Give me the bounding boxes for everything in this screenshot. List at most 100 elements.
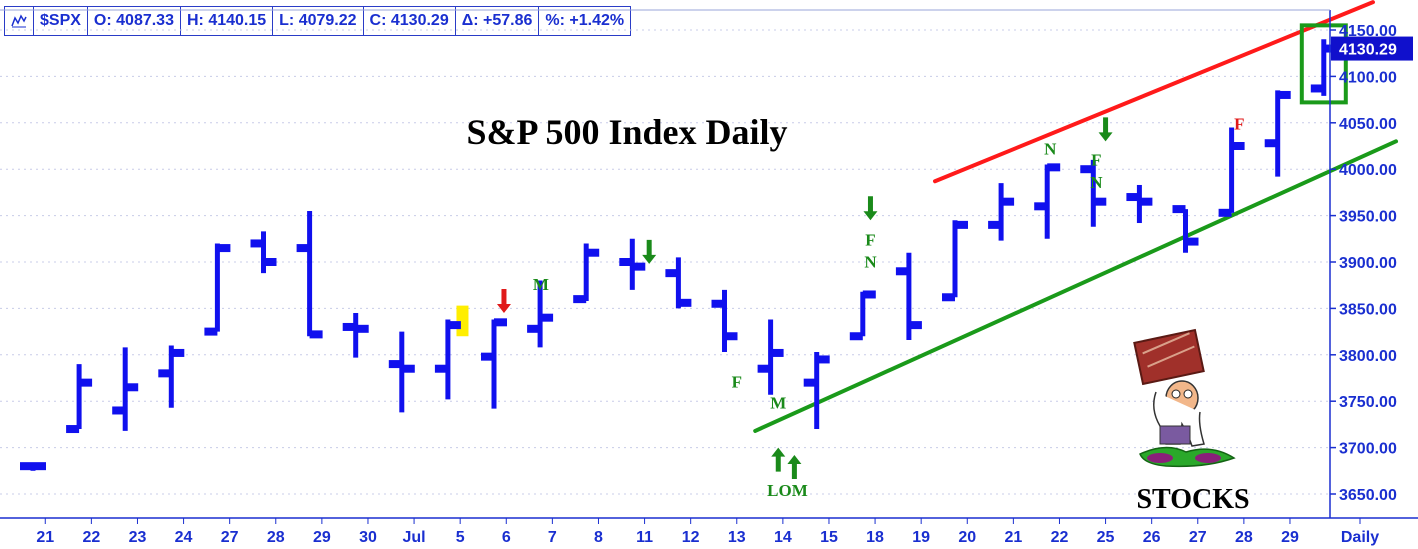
close-value: C: 4130.29 [364,7,456,35]
x-tick-label: 22 [1051,529,1069,546]
arrow-down-icon [496,289,511,314]
x-tick-label: 6 [502,529,511,546]
ohlc-bar [757,319,784,395]
y-tick-label: 3700.00 [1339,441,1397,458]
ohlc-bar [112,347,139,431]
x-tick-label: 28 [1235,529,1253,546]
arrow-up-icon [771,447,786,472]
axis-layer: 3650.00 3700.00 3750.00 3800.00 3850.00 3900.… [0,9,1418,546]
ohlc-bar [204,243,231,336]
x-tick-label: 29 [313,529,331,546]
ohlc-bars-layer [20,23,1348,471]
x-tick-label: Daily [1341,529,1379,546]
last-price-badge [1331,36,1413,61]
x-tick-label: 28 [267,529,285,546]
y-tick-label: 4150.00 [1339,23,1397,40]
y-tick-label: 4050.00 [1339,116,1397,133]
x-tick-label: 21 [36,529,54,546]
ohlc-bar [527,280,554,348]
annotation-label: F [1091,150,1101,169]
x-tick-label: 14 [774,529,792,546]
highlight-marker [456,305,469,337]
ohlc-bar [434,319,461,400]
annotation-label: LOM [767,481,808,500]
symbol-label: $SPX [34,7,88,35]
x-tick-label: 25 [1097,529,1115,546]
annotation-label: N [864,253,877,272]
annotation-label: N [1044,139,1057,158]
x-tick-label: 27 [221,529,239,546]
annotation-label: F [865,230,875,249]
x-tick-label: Jul [403,529,426,546]
ohlc-bar [573,243,600,304]
ohlc-bar [20,462,46,471]
ohlc-bar [1218,127,1245,217]
x-tick-label: 11 [636,529,653,546]
resistance-trendline [933,0,1375,184]
annotation-label: M [770,394,786,413]
ohlc-bar [1034,163,1061,239]
low-value: L: 4079.22 [273,7,364,35]
x-tick-label: 12 [682,529,700,546]
arrow-down-icon [863,196,878,221]
x-tick-label: 20 [958,529,976,546]
last-price-label: 4130.29 [1339,42,1397,59]
ohlc-bar [849,290,876,341]
ohlc-bar [711,289,738,353]
arrow-down-icon [1098,117,1113,142]
x-tick-label: 5 [456,529,465,546]
y-tick-label: 4100.00 [1339,69,1397,86]
ohlc-bar [988,183,1015,241]
ohlc-bar [665,257,692,309]
y-tick-label: 3800.00 [1339,348,1397,365]
ohlc-bar [1264,90,1291,177]
arrow-down-icon [642,239,657,264]
open-value: O: 4087.33 [88,7,181,35]
annotation-label: M [533,275,549,294]
ohlc-bar [1172,205,1199,253]
annotation-label: F [1234,114,1244,133]
ohlc-bar [1126,184,1153,224]
ohlc-bar [1080,159,1107,227]
mascot-caption: STOCKS [1136,484,1249,515]
annotation-label: N [1090,173,1103,192]
percent-change-value: %: +1.42% [545,12,625,29]
x-tick-label: 23 [129,529,147,546]
y-tick-label: 4000.00 [1339,162,1397,179]
annotation-label: F [732,372,742,391]
arrow-up-icon [787,455,802,480]
x-tick-label: 24 [175,529,193,546]
x-tick-label: 29 [1281,529,1299,546]
y-tick-label: 3950.00 [1339,209,1397,226]
ohlc-header: $SPX O: 4087.33 H: 4140.15 L: 4079.22 C:… [4,6,632,36]
last-bar-highlight-box [1299,23,1348,105]
x-tick-label: 18 [866,529,884,546]
x-tick-label: 7 [548,529,557,546]
ohlc-bar [158,345,185,408]
x-tick-label: 21 [1004,529,1022,546]
ohlc-bar [619,238,646,290]
ohlc-bar [388,331,415,413]
x-tick-label: 8 [594,529,603,546]
ohlc-bar [250,231,277,274]
change-value: Δ: +57.86 [456,7,540,35]
y-tick-label: 3850.00 [1339,301,1397,318]
x-tick-label: 22 [82,529,100,546]
x-tick-label: 15 [820,529,838,546]
y-tick-label: 3750.00 [1339,394,1397,411]
ohlc-bar [942,220,968,302]
ohlc-bar [481,318,507,409]
chart-title: S&P 500 Index Daily [466,112,787,152]
support-trendline [753,139,1398,433]
ohlc-bar [66,364,93,434]
ohlc-bar [342,313,369,358]
chart-menu-icon[interactable] [5,7,34,35]
x-tick-label: 19 [912,529,930,546]
ohlc-bar [296,210,323,339]
stocks-mascot-icon [1133,328,1236,468]
ohlc-bar [895,252,922,340]
x-tick-label: 26 [1143,529,1161,546]
y-tick-label: 3650.00 [1339,487,1397,504]
